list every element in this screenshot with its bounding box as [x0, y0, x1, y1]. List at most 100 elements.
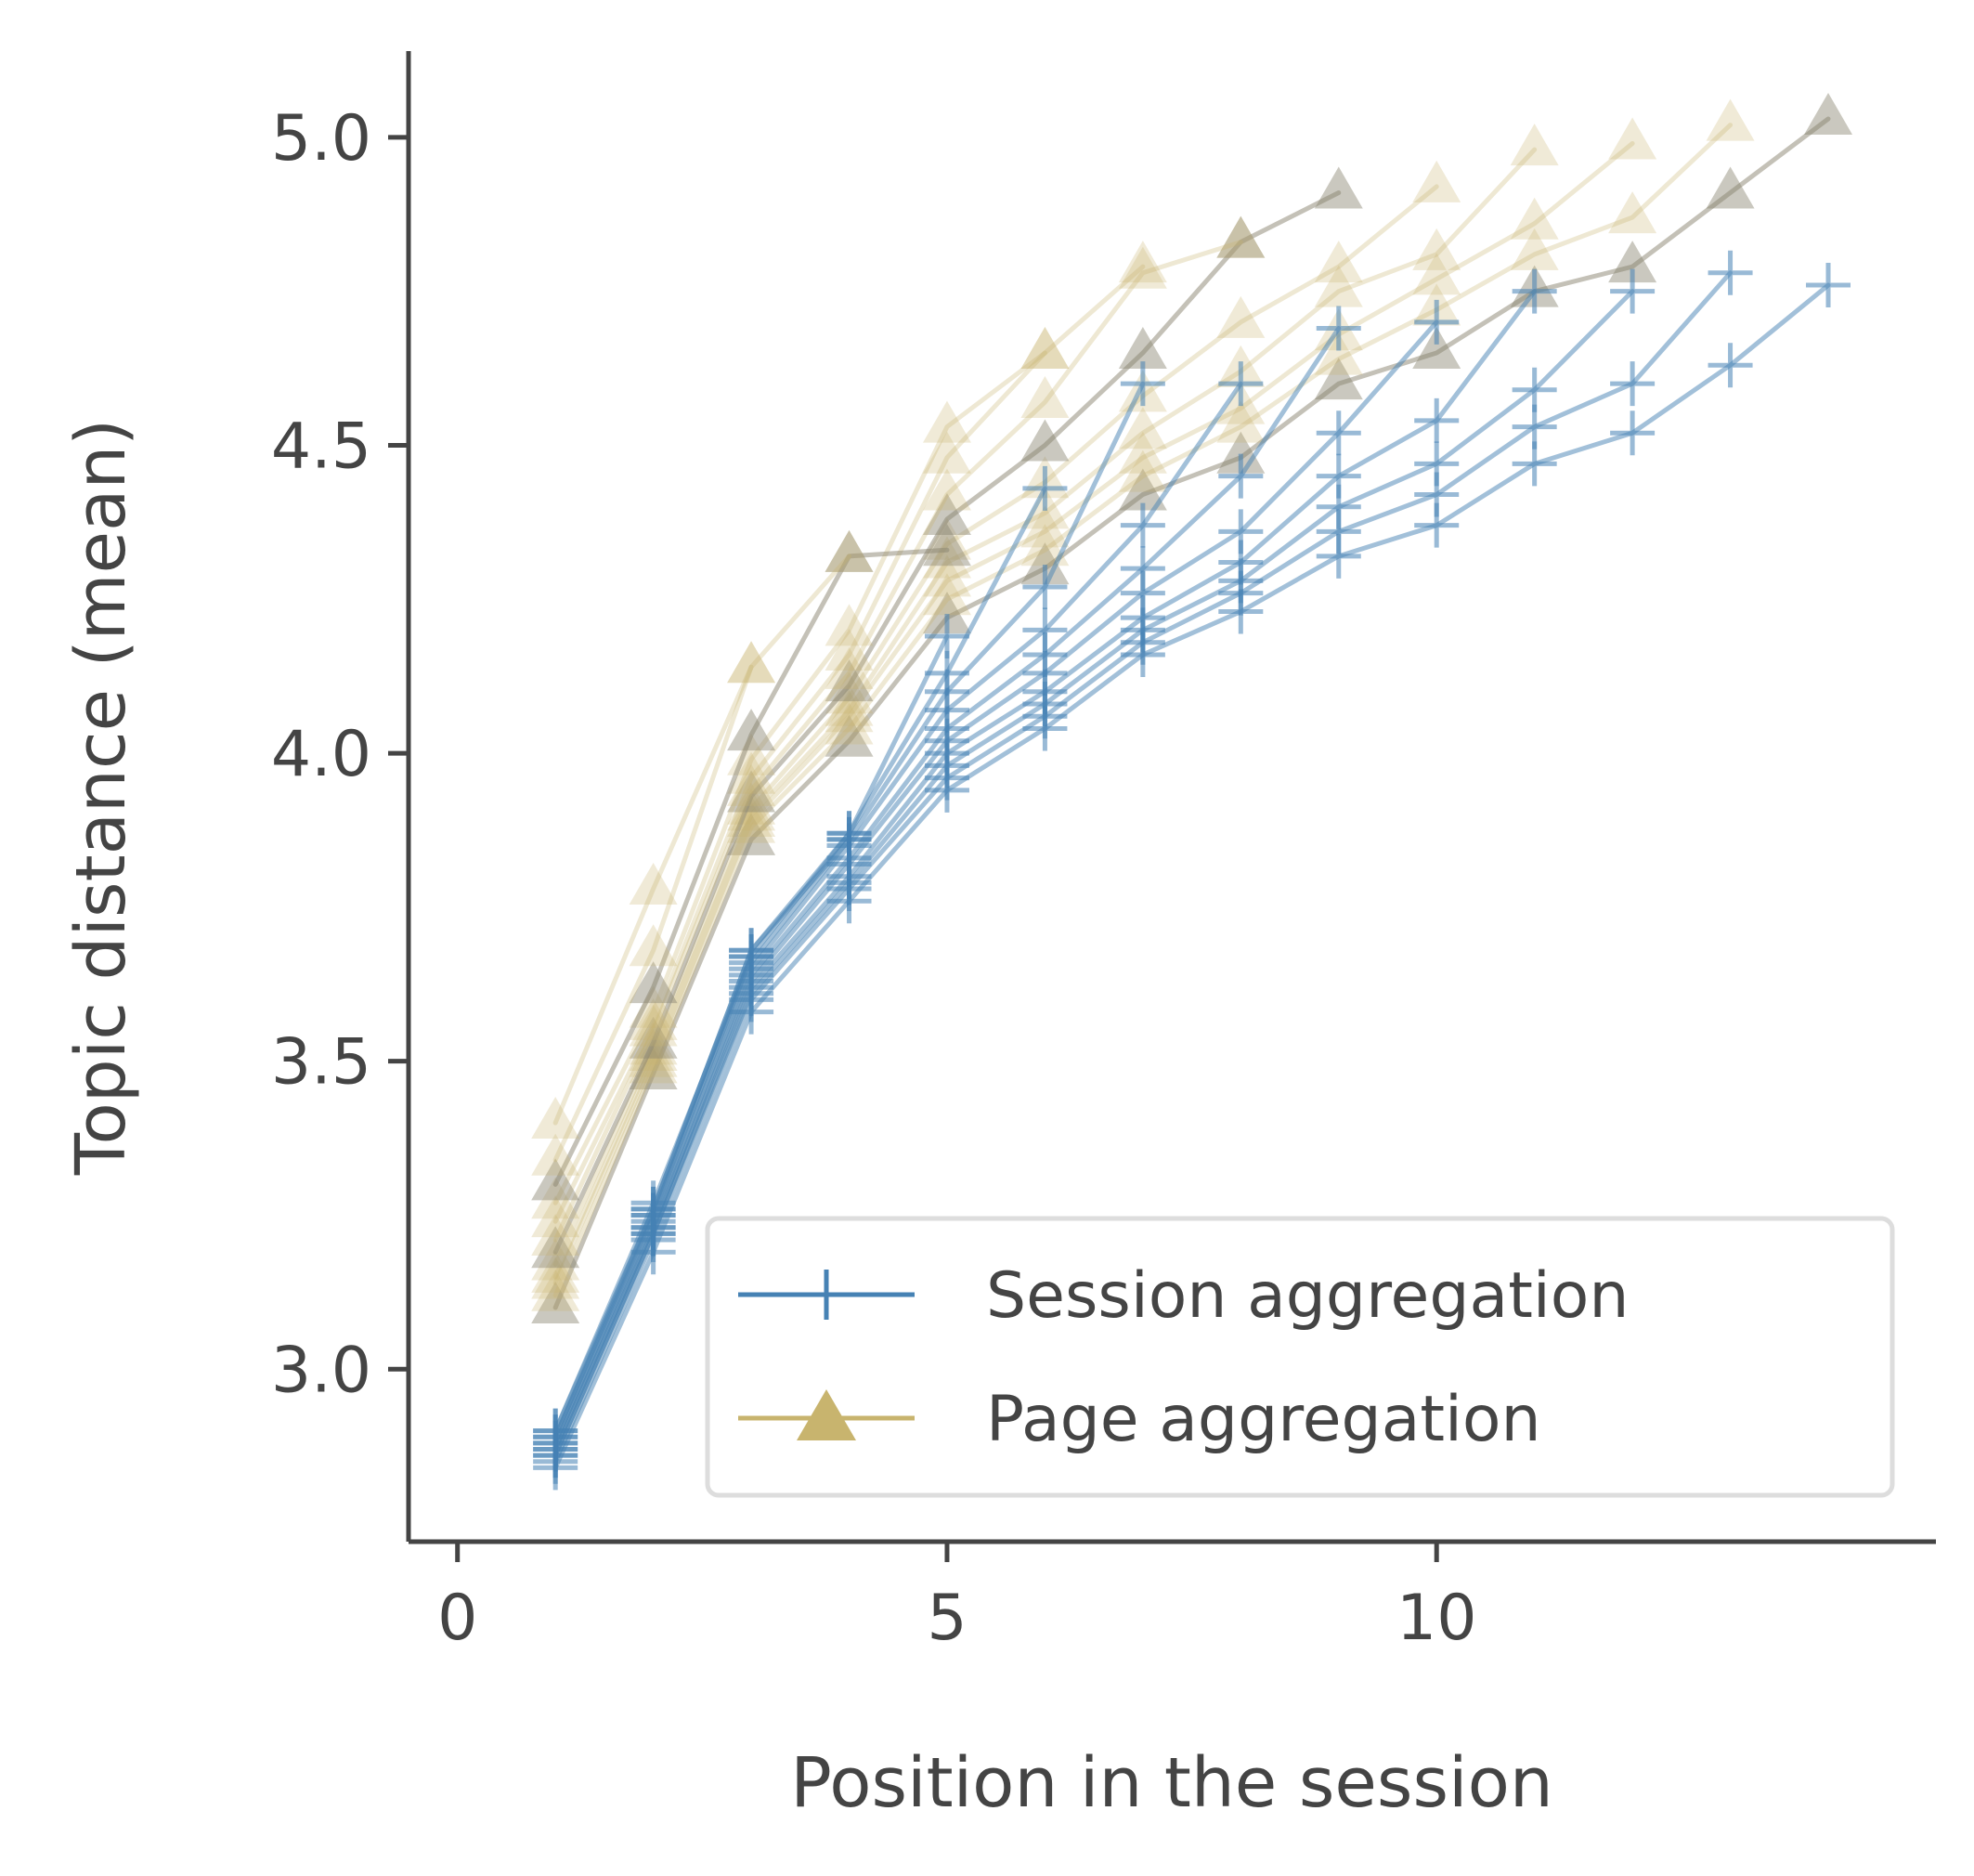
- page-triangle-point: [922, 524, 971, 567]
- page-series-line: [552, 116, 1831, 1310]
- session-plus-point: [1708, 250, 1753, 295]
- y-tick-label: 3.0: [271, 1334, 371, 1407]
- page-triangle-point: [531, 1238, 580, 1281]
- page-triangle-point: [1412, 253, 1461, 295]
- page-triangle-point: [1314, 241, 1363, 283]
- page-triangle-point: [1510, 228, 1559, 270]
- page-triangle-point: [1118, 241, 1167, 283]
- session-plus-point: [1022, 607, 1068, 653]
- page-triangle-point: [531, 1133, 580, 1176]
- session-plus-point: [1120, 361, 1165, 407]
- page-triangle-point: [825, 529, 874, 572]
- page-series-line: [552, 147, 1538, 1280]
- page-triangle-point: [531, 1226, 580, 1269]
- legend: Session aggregation Page aggregation: [705, 1216, 1895, 1498]
- page-series-line: [552, 547, 950, 1187]
- page-triangle-point: [922, 400, 971, 443]
- page-series-line: [552, 350, 1047, 1205]
- page-triangle-point: [1412, 326, 1461, 369]
- page-triangle-point: [1118, 407, 1167, 449]
- page-series-11: [531, 641, 776, 1140]
- page-triangle-point: [531, 1269, 580, 1311]
- y-tick-label: 3.5: [271, 1026, 371, 1100]
- page-series-7: [531, 241, 1167, 1238]
- session-plus-point: [1806, 263, 1851, 308]
- axes: 0 5 10 3.0 3.5 4.0 4.5 5.0: [271, 51, 1936, 1655]
- y-axis-title: Topic distance (mean): [61, 419, 141, 1176]
- session-plus-point: [1316, 453, 1361, 499]
- page-triangle-point: [1118, 468, 1167, 511]
- page-triangle-point: [1118, 326, 1167, 369]
- session-plus-point: [1512, 367, 1557, 412]
- page-triangle-point: [922, 493, 971, 536]
- page-triangle-point: [1608, 191, 1657, 234]
- page-triangle-point: [825, 529, 874, 572]
- session-plus-point: [1218, 453, 1264, 499]
- session-plus-point: [1610, 410, 1656, 456]
- x-tick-label: 5: [927, 1582, 967, 1655]
- page-triangle-point: [1020, 524, 1070, 567]
- page-triangle-point: [1314, 358, 1363, 400]
- page-series-10: [531, 529, 874, 1176]
- session-plus-point: [630, 1180, 676, 1226]
- x-axis-title: Position in the session: [790, 1743, 1553, 1823]
- y-tick-label: 4.5: [271, 410, 371, 483]
- session-plus-point: [1610, 268, 1656, 314]
- page-triangle-point: [531, 1097, 580, 1140]
- page-triangle-point: [1020, 326, 1070, 369]
- page-triangle-point: [629, 1004, 678, 1047]
- page-triangle-point: [1020, 505, 1070, 548]
- page-triangle-point: [922, 431, 971, 474]
- page-triangle-point: [1510, 124, 1559, 166]
- page-triangle-point: [825, 714, 874, 757]
- page-triangle-point: [922, 554, 971, 597]
- page-triangle-point: [1314, 265, 1363, 307]
- session-plus-point: [1414, 441, 1460, 487]
- session-plus-point: [1120, 502, 1165, 548]
- page-triangle-point: [727, 709, 776, 751]
- page-series-3: [531, 124, 1559, 1293]
- page-series-line: [552, 184, 1439, 1268]
- page-triangle-point: [727, 788, 776, 831]
- page-triangle-point: [1608, 241, 1657, 283]
- session-plus-point: [729, 933, 774, 979]
- page-triangle-point: [727, 763, 776, 806]
- page-triangle-point: [531, 1250, 580, 1293]
- session-plus-point: [1610, 361, 1656, 407]
- page-series-0: [531, 92, 1853, 1323]
- session-plus-point: [1218, 361, 1264, 407]
- session-plus-point: [1414, 299, 1460, 345]
- session-plus-point: [1022, 465, 1068, 511]
- page-series-line: [552, 664, 754, 1126]
- legend-entry-page: Page aggregation: [738, 1383, 1541, 1456]
- y-tick-label: 5.0: [271, 102, 371, 176]
- page-triangle-point: [825, 684, 874, 726]
- page-triangle-point: [1118, 246, 1167, 289]
- page-triangle-point: [629, 997, 678, 1040]
- session-plus-point: [1316, 306, 1361, 351]
- page-triangle-point: [825, 604, 874, 646]
- x-tick-label: 10: [1396, 1582, 1477, 1655]
- page-triangle-point: [531, 1281, 580, 1323]
- session-plus-point: [826, 816, 872, 862]
- page-triangle-point: [1118, 449, 1167, 492]
- session-plus-point: [1512, 268, 1557, 314]
- series-layer: [531, 92, 1853, 1491]
- page-triangle-point: [727, 641, 776, 684]
- page-triangle-point: [1314, 332, 1363, 375]
- page-triangle-point: [1216, 215, 1266, 258]
- page-triangle-point: [727, 641, 776, 684]
- legend-entry-session: Session aggregation: [738, 1259, 1629, 1333]
- page-series-line: [552, 123, 1734, 1298]
- page-triangle-point: [1510, 197, 1559, 240]
- page-series-line: [552, 140, 1635, 1285]
- page-triangle-point: [629, 1047, 678, 1089]
- page-series-9: [531, 524, 971, 1201]
- page-triangle-point: [1804, 92, 1853, 135]
- page-triangle-point: [1706, 98, 1755, 141]
- page-triangle-point: [1216, 215, 1266, 258]
- page-triangle-point: [1216, 295, 1266, 338]
- session-plus-point: [1414, 397, 1460, 443]
- session-plus-point: [924, 614, 969, 659]
